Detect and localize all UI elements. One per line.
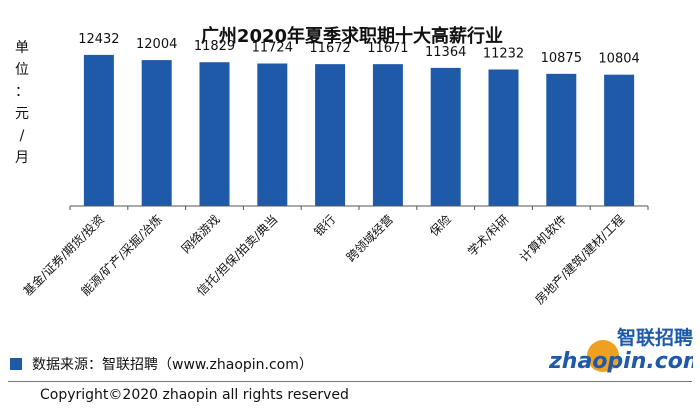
logo-en-text: zhaopin.com xyxy=(548,349,693,374)
x-tick-label: 网络游戏 xyxy=(178,212,223,257)
legend-source-text: 数据来源：智联招聘（www.zhaopin.com） xyxy=(32,357,313,373)
x-tick-label: 跨领域经营 xyxy=(344,212,396,264)
bar xyxy=(199,62,230,207)
bar xyxy=(315,64,346,206)
zhaopin-logo: 智联招聘 zhaopin.com xyxy=(548,326,693,374)
y-axis-label-char: 位 xyxy=(15,62,29,78)
bar xyxy=(604,74,635,206)
bar xyxy=(488,69,519,206)
x-tick-label: 学术/科研 xyxy=(464,212,511,259)
bar xyxy=(546,73,577,206)
x-tick-label: 银行 xyxy=(311,212,338,239)
bar xyxy=(430,67,461,206)
y-axis-label-char: / xyxy=(20,128,25,144)
y-axis-label-char: 月 xyxy=(15,150,29,166)
data-label: 11829 xyxy=(194,39,235,54)
data-label: 11364 xyxy=(425,45,466,60)
legend-swatch xyxy=(10,358,22,370)
data-label: 11671 xyxy=(367,41,408,56)
data-label: 10875 xyxy=(541,51,582,66)
y-axis-label-char: 单 xyxy=(15,40,29,56)
data-label: 12004 xyxy=(136,37,177,52)
bar xyxy=(141,60,172,207)
chart-title: 广州2020年夏季求职期十大高薪行业 xyxy=(201,25,503,47)
y-axis-label-char: ： xyxy=(15,84,29,100)
data-label: 10804 xyxy=(598,52,639,67)
y-axis-label: 单位 ： 元 / 月 xyxy=(15,40,29,166)
value-labels: 12432 12004 11829 11724 11672 11671 11364 11232… xyxy=(78,32,640,67)
bars xyxy=(83,54,635,207)
logo-cn-text: 智联招聘 xyxy=(617,326,693,349)
category-labels: 基金/证券/期货/投资能源/矿产/采掘/冶炼 网络游戏信托/担保/拍卖/典当 银行跨… xyxy=(20,206,649,307)
bar xyxy=(372,64,403,206)
x-tick-label: 计算机软件 xyxy=(516,212,569,265)
data-label: 11232 xyxy=(483,46,524,61)
data-label: 11724 xyxy=(252,41,293,56)
bar xyxy=(257,63,288,207)
data-label: 11672 xyxy=(309,41,350,56)
copyright-text: Copyright©2020 zhaopin all rights reserv… xyxy=(40,387,349,403)
y-axis-label-char: 元 xyxy=(15,106,29,122)
bar xyxy=(83,54,114,207)
footer-divider xyxy=(8,381,692,382)
data-label: 12432 xyxy=(78,32,119,47)
x-tick-label: 保险 xyxy=(426,212,454,240)
logo-circle-icon xyxy=(587,340,619,372)
legend: 数据来源：智联招聘（www.zhaopin.com） xyxy=(10,354,313,374)
